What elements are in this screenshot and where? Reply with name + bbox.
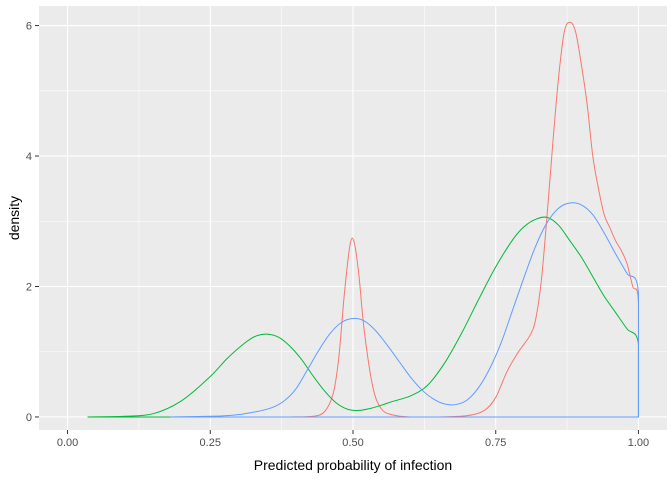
y-axis-title: density bbox=[6, 196, 22, 240]
x-tick-label: 0.00 bbox=[57, 437, 78, 449]
x-tick-label: 0.50 bbox=[342, 437, 363, 449]
density-curves bbox=[87, 21, 639, 418]
x-axis-ticks: 0.00 0.25 0.50 0.75 1.00 bbox=[57, 430, 649, 449]
major-gridlines bbox=[39, 6, 667, 430]
x-tick-label: 0.75 bbox=[485, 437, 506, 449]
x-tick-label: 0.25 bbox=[200, 437, 221, 449]
density-curve-2 bbox=[87, 216, 639, 418]
y-tick-label: 6 bbox=[26, 21, 32, 33]
x-tick-label: 1.00 bbox=[628, 437, 649, 449]
y-axis-ticks: 0 2 4 6 bbox=[26, 21, 39, 424]
y-tick-label: 4 bbox=[26, 151, 32, 163]
y-tick-label: 2 bbox=[26, 281, 32, 293]
density-curve-3 bbox=[170, 202, 639, 418]
density-curve-1 bbox=[290, 21, 639, 418]
y-tick-label: 0 bbox=[26, 412, 32, 424]
x-axis-title: Predicted probability of infection bbox=[254, 457, 452, 473]
